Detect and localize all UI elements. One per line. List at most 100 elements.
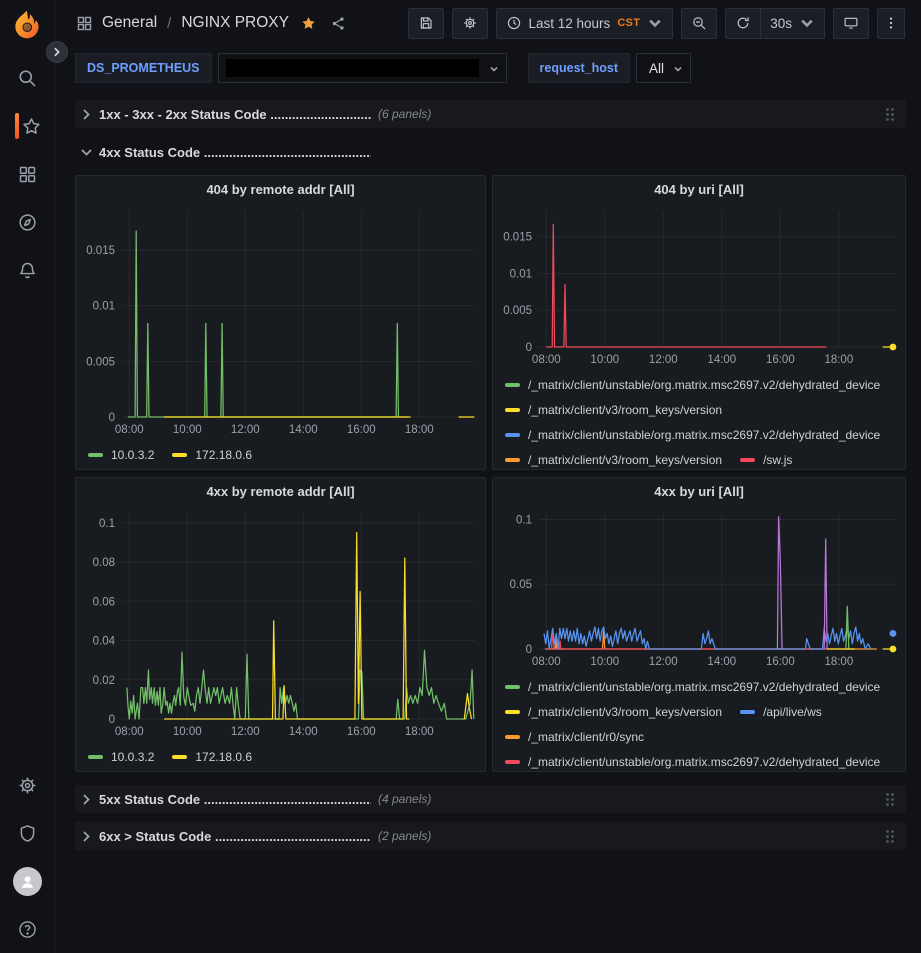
- sidebar-item-starred[interactable]: [0, 102, 55, 150]
- legend-row: 10.0.3.2 172.18.0.6: [88, 744, 485, 769]
- svg-text:0.005: 0.005: [86, 356, 115, 368]
- legend-item[interactable]: /sw.js: [740, 453, 792, 467]
- chevron-down-icon: [489, 66, 498, 72]
- chevron-right-icon: [83, 109, 90, 119]
- legend-item[interactable]: /api/live/ws: [740, 705, 822, 719]
- svg-text:0.1: 0.1: [516, 514, 532, 526]
- panel-404-by-uri: 404 by uri [All] 0 0.005 0.01 0.015 08:00 10:…: [492, 175, 906, 470]
- monitor-icon: [844, 17, 858, 29]
- legend-item[interactable]: /_matrix/client/v3/room_keys/version: [505, 403, 722, 417]
- legend-series-label: /_matrix/client/r0/sync: [528, 729, 645, 744]
- row-1xx-3xx-2xx[interactable]: 1xx - 3xx - 2xx Status Code ............…: [75, 100, 906, 128]
- legend-item[interactable]: /_matrix/client/unstable/org.matrix.msc2…: [505, 755, 880, 769]
- legend-series-swatch: [505, 382, 520, 387]
- row-5xx[interactable]: 5xx Status Code ........................…: [75, 785, 906, 813]
- row-6xx[interactable]: 6xx > Status Code ......................…: [75, 822, 906, 850]
- legend-item[interactable]: /_matrix/client/unstable/org.matrix.msc2…: [505, 378, 880, 392]
- zoom-out-button[interactable]: [681, 7, 718, 39]
- divider: [760, 8, 762, 38]
- search-icon[interactable]: [0, 54, 55, 102]
- gear-icon: [463, 17, 476, 29]
- legend-item[interactable]: /_matrix/client/v3/room_keys/version: [505, 453, 722, 467]
- row-4xx[interactable]: 4xx Status Code ........................…: [75, 138, 906, 166]
- main-area: General / NGINX PROXY Last 12 hours CST: [55, 0, 921, 953]
- refresh-group[interactable]: 30s: [725, 7, 825, 39]
- row-panel-count: (4 panels): [378, 792, 432, 806]
- panel-legend: 10.0.3.2 172.18.0.6: [76, 439, 485, 469]
- cycle-view-mode-button[interactable]: [833, 7, 869, 39]
- more-options-kebab-icon[interactable]: [877, 7, 905, 39]
- sidebar-item-dashboards[interactable]: [0, 150, 55, 198]
- legend-series-swatch: [172, 754, 188, 759]
- breadcrumb-section[interactable]: General: [102, 14, 158, 31]
- clock-icon: [507, 16, 520, 30]
- chevron-right-icon: [83, 794, 90, 804]
- legend-item[interactable]: 172.18.0.6: [172, 750, 252, 764]
- panel-legend: /_matrix/client/unstable/org.matrix.msc2…: [493, 369, 905, 469]
- svg-text:14:00: 14:00: [289, 726, 318, 738]
- legend-item[interactable]: 10.0.3.2: [88, 750, 154, 764]
- help-icon[interactable]: [0, 905, 55, 953]
- request-host-select[interactable]: All: [636, 53, 692, 83]
- timeseries-chart[interactable]: 0 0.05 0.1 08:00 10:00 12:00 14:00 16:00 18:00: [493, 505, 905, 671]
- svg-text:12:00: 12:00: [231, 424, 260, 436]
- breadcrumb-separator: /: [167, 14, 172, 32]
- panel-title[interactable]: 404 by uri [All]: [654, 182, 744, 197]
- legend-series-label: /_matrix/client/v3/room_keys/version: [528, 704, 723, 719]
- sidebar-item-alerting[interactable]: [0, 246, 55, 294]
- legend-series-swatch: [740, 457, 756, 462]
- svg-text:14:00: 14:00: [289, 424, 318, 436]
- sidebar-expand-button[interactable]: [46, 41, 68, 63]
- svg-text:18:00: 18:00: [405, 726, 434, 738]
- chevron-down-icon: [81, 149, 92, 156]
- legend-series-swatch: [505, 407, 520, 412]
- drag-handle-icon[interactable]: [883, 829, 897, 844]
- timeseries-chart[interactable]: 0 0.005 0.01 0.015 08:00 10:00 12:00 14:00 16:00…: [493, 203, 905, 369]
- legend-series-label: 10.0.3.2: [111, 447, 155, 462]
- favorite-star-icon[interactable]: [298, 15, 319, 32]
- datasource-select[interactable]: [217, 53, 507, 83]
- legend-series-label: /_matrix/client/unstable/org.matrix.msc2…: [528, 754, 881, 769]
- legend-item[interactable]: /_matrix/client/v3/room_keys/version: [505, 705, 722, 719]
- svg-text:08:00: 08:00: [115, 726, 144, 738]
- panel-4xx-by-remote-addr: 4xx by remote addr [All] 0 0.02 0.04 0.06 0.…: [75, 477, 486, 772]
- legend-item[interactable]: /_matrix/client/unstable/org.matrix.msc2…: [505, 680, 880, 694]
- dashboard-settings-button[interactable]: [451, 7, 488, 39]
- drag-handle-icon[interactable]: [883, 792, 897, 807]
- svg-text:0.05: 0.05: [510, 579, 532, 591]
- legend-item[interactable]: /_matrix/client/r0/sync: [505, 730, 644, 744]
- sidebar-item-explore[interactable]: [0, 198, 55, 246]
- legend-series-swatch: [505, 457, 520, 462]
- svg-text:10:00: 10:00: [173, 726, 202, 738]
- row-title: 5xx Status Code ........................…: [99, 791, 371, 807]
- legend-item[interactable]: /_matrix/client/unstable/org.matrix.msc2…: [505, 428, 880, 442]
- sidebar-top-icons: [0, 54, 54, 294]
- page-title[interactable]: NGINX PROXY: [181, 14, 289, 31]
- request-host-value: All: [649, 60, 665, 76]
- panel-4xx-by-uri: 4xx by uri [All] 0 0.05 0.1 08:00 10:00 12:00…: [492, 477, 906, 772]
- timeseries-chart[interactable]: 0 0.005 0.01 0.015 08:00 10:00 12:00 14:00 16:00…: [76, 203, 485, 439]
- legend-item[interactable]: 172.18.0.6: [172, 448, 252, 462]
- panel-title[interactable]: 4xx by remote addr [All]: [206, 484, 355, 499]
- share-icon[interactable]: [328, 15, 349, 32]
- panel-title[interactable]: 404 by remote addr [All]: [206, 182, 355, 197]
- user-avatar[interactable]: [0, 857, 55, 905]
- svg-text:0.1: 0.1: [99, 518, 115, 530]
- svg-text:16:00: 16:00: [766, 656, 795, 668]
- panel-title[interactable]: 4xx by uri [All]: [654, 484, 744, 499]
- legend-item[interactable]: 10.0.3.2: [88, 448, 154, 462]
- legend-row: /_matrix/client/v3/room_keys/version/sw.…: [505, 447, 905, 469]
- grafana-logo[interactable]: [10, 8, 44, 42]
- configuration-gear-icon[interactable]: [0, 761, 55, 809]
- svg-text:18:00: 18:00: [824, 656, 853, 668]
- header-actions: Last 12 hours CST 30s: [407, 7, 905, 39]
- server-admin-shield-icon[interactable]: [0, 809, 55, 857]
- page-header: General / NGINX PROXY Last 12 hours CST: [55, 0, 921, 46]
- legend-series-swatch: [505, 684, 520, 689]
- timeseries-chart[interactable]: 0 0.02 0.04 0.06 0.08 0.1 08:00 10:00 12:00 14:00…: [76, 505, 485, 741]
- save-dashboard-button[interactable]: [407, 7, 444, 39]
- dashboard-body: 1xx - 3xx - 2xx Status Code ............…: [55, 100, 921, 850]
- time-range-picker[interactable]: Last 12 hours CST: [495, 7, 674, 39]
- svg-text:0.01: 0.01: [510, 268, 532, 280]
- drag-handle-icon[interactable]: [883, 107, 897, 122]
